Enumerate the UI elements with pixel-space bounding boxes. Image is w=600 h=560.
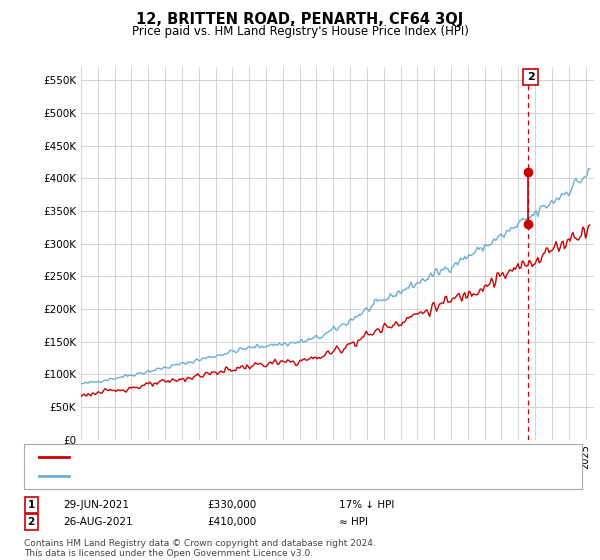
Text: 1: 1 [28, 500, 35, 510]
Text: 29-JUN-2021: 29-JUN-2021 [63, 500, 129, 510]
Text: 2: 2 [28, 517, 35, 527]
Text: Price paid vs. HM Land Registry's House Price Index (HPI): Price paid vs. HM Land Registry's House … [131, 25, 469, 38]
Text: HPI: Average price, detached house, Vale of Glamorgan: HPI: Average price, detached house, Vale… [75, 472, 365, 482]
Text: Contains HM Land Registry data © Crown copyright and database right 2024.
This d: Contains HM Land Registry data © Crown c… [24, 539, 376, 558]
Text: 12, BRITTEN ROAD, PENARTH, CF64 3QJ (detached house): 12, BRITTEN ROAD, PENARTH, CF64 3QJ (det… [75, 451, 376, 461]
Text: £330,000: £330,000 [207, 500, 256, 510]
Text: 17% ↓ HPI: 17% ↓ HPI [339, 500, 394, 510]
Text: 26-AUG-2021: 26-AUG-2021 [63, 517, 133, 527]
Text: £410,000: £410,000 [207, 517, 256, 527]
Text: 12, BRITTEN ROAD, PENARTH, CF64 3QJ: 12, BRITTEN ROAD, PENARTH, CF64 3QJ [136, 12, 464, 27]
Text: ≈ HPI: ≈ HPI [339, 517, 368, 527]
Text: 2: 2 [527, 72, 535, 82]
